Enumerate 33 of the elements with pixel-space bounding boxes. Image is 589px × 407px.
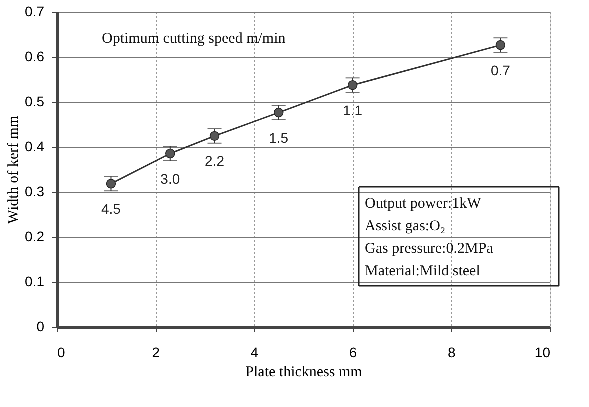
point (210, 131, 220, 142)
y-tick-label: 0.2 (25, 228, 45, 244)
x-tick-label: 2 (152, 344, 160, 360)
y-tick-label: 0 (36, 318, 45, 334)
x-axis-title: Plate thickness mm (246, 364, 363, 380)
point (274, 108, 284, 118)
point (106, 179, 116, 189)
annotation: 3.0 (160, 170, 180, 187)
y-tick-label: 0.5 (25, 94, 45, 110)
x-tick-label: 6 (349, 344, 358, 360)
y-tick-label: 0.1 (25, 274, 45, 290)
annotation: Assist gas:O₂ (365, 218, 446, 234)
x-tick-label: 4 (250, 344, 259, 360)
annotation: 4.5 (101, 200, 122, 217)
point (348, 80, 358, 90)
y-tick-label: 0.7 (25, 4, 45, 20)
x-tick-label: 0 (58, 344, 66, 360)
y-axis-title: Width of kerf mm (6, 116, 22, 224)
point (496, 40, 506, 50)
annotation: 1.1 (343, 102, 363, 118)
annotation: Optimum cutting speed m/min (102, 31, 286, 47)
y-tick-label: 0.4 (25, 138, 45, 154)
y-tick-label: 0.6 (25, 48, 45, 64)
annotation: 1.5 (269, 130, 289, 146)
x-tick-label: 10 (534, 344, 551, 360)
annotation: Material:Mild steel (365, 264, 480, 280)
point (166, 148, 176, 159)
annotation: 2.2 (205, 153, 225, 170)
y-tick-label: 0.3 (25, 184, 45, 200)
annotation: 0.7 (490, 62, 511, 78)
annotation: Output power:1kW (365, 196, 482, 212)
x-tick-label: 8 (448, 344, 456, 360)
annotation: Gas pressure:0.2MPa (365, 241, 494, 257)
